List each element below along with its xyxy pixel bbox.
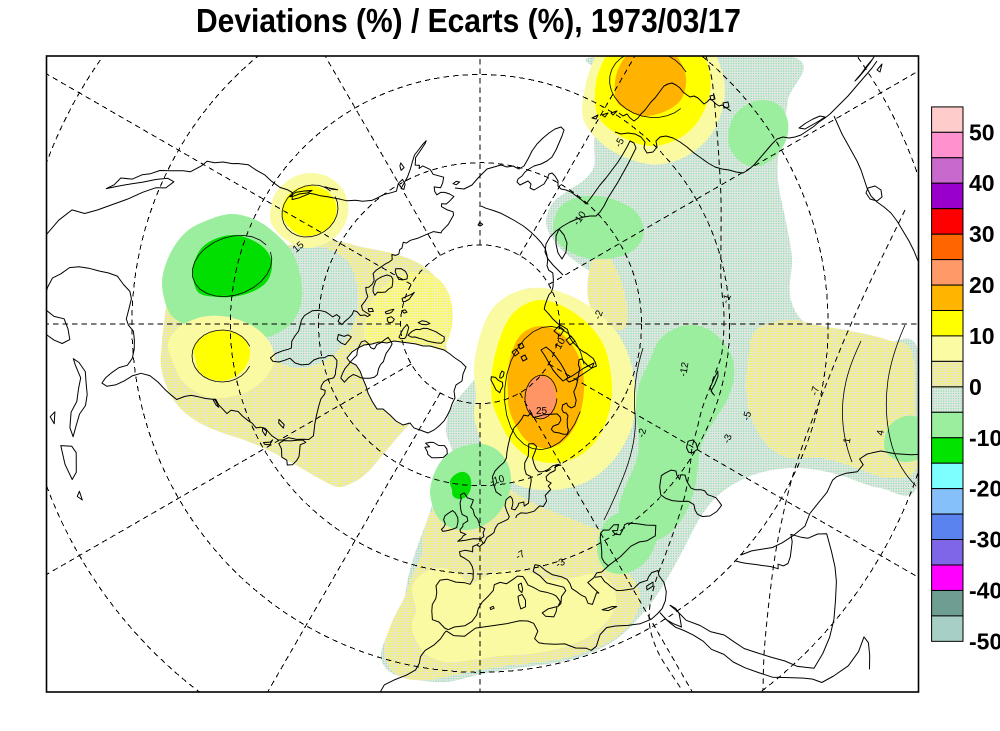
svg-text:-5: -5 — [741, 410, 754, 422]
svg-text:-1: -1 — [841, 436, 853, 447]
svg-text:-30: -30 — [969, 527, 1000, 553]
svg-text:40: 40 — [969, 170, 995, 196]
svg-text:10: 10 — [969, 323, 995, 349]
svg-text:-10: -10 — [489, 473, 506, 487]
svg-text:-7: -7 — [809, 385, 822, 397]
svg-text:-40: -40 — [969, 578, 1000, 604]
svg-text:50: 50 — [969, 119, 995, 145]
svg-text:20: 20 — [969, 272, 995, 298]
svg-text:4: 4 — [875, 429, 887, 437]
svg-text:-1: -1 — [720, 292, 734, 305]
svg-text:-10: -10 — [969, 425, 1000, 451]
svg-text:-12: -12 — [678, 361, 691, 378]
svg-text:0: 0 — [969, 374, 982, 400]
svg-text:-2: -2 — [592, 308, 606, 321]
svg-text:-50: -50 — [969, 628, 1000, 654]
svg-text:25: 25 — [536, 406, 548, 417]
svg-text:-3: -3 — [721, 432, 735, 445]
svg-text:10: 10 — [553, 336, 568, 352]
svg-text:Deviations (%) / Ecarts (%), 1: Deviations (%) / Ecarts (%), 1973/03/17 — [196, 2, 741, 39]
svg-text:-2: -2 — [636, 427, 649, 439]
svg-text:-20: -20 — [969, 476, 1000, 502]
svg-text:30: 30 — [969, 221, 995, 247]
